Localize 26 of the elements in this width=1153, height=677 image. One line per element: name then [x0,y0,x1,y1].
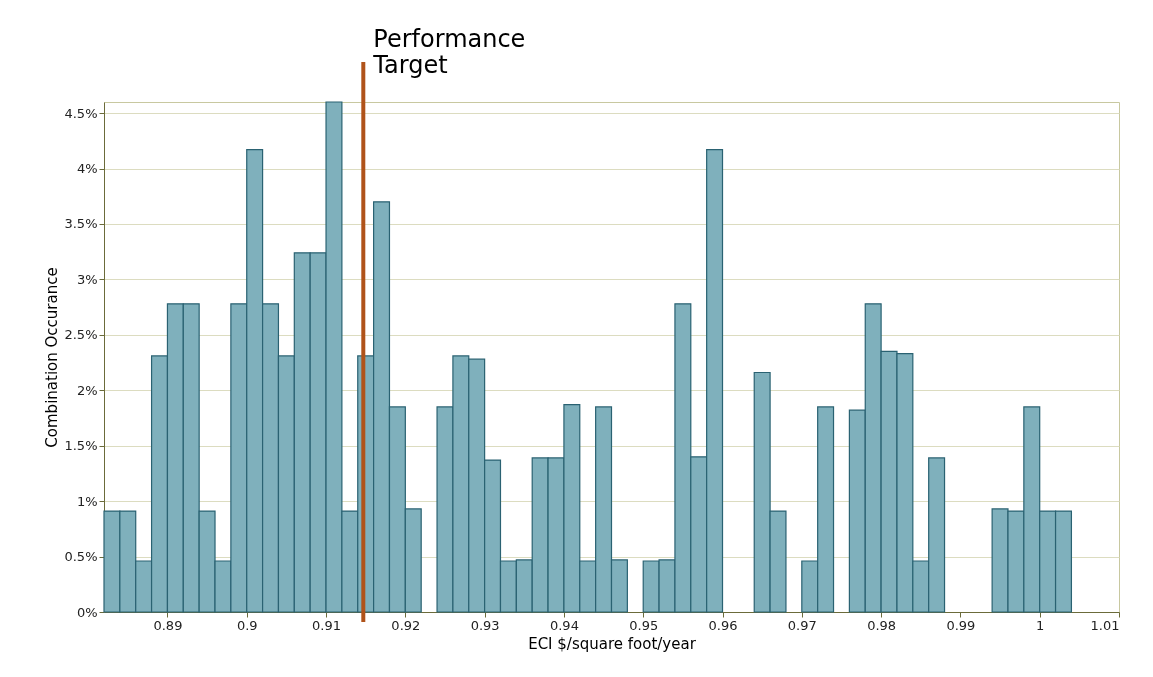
x-tick-label: 0.98 [867,617,897,633]
x-tick-label: 1 [1036,617,1045,633]
y-tick-label: 4% [76,161,98,177]
x-tick-label: 0.99 [946,617,976,633]
x-tick-label: 0.94 [549,617,579,633]
x-tick-label: 0.96 [708,617,738,633]
y-tick-label: 2% [76,382,98,398]
x-tick-label: 0.91 [312,617,342,633]
y-axis-title: Combination Occurance [43,267,62,448]
x-tick-label: 1.01 [1090,617,1120,633]
y-tick-label: 3.5% [64,216,98,232]
y-tick-label: 4.5% [64,105,98,121]
y-tick-label: 1% [76,493,98,509]
y-tick-label: 3% [76,271,98,287]
x-axis-title: ECI $/square foot/year [528,634,697,653]
y-tick-label: 0% [76,604,98,620]
x-tick-label: 0.97 [787,617,817,633]
x-tick-label: 0.92 [391,617,421,633]
x-tick-label: 0.9 [236,617,258,633]
x-tick-label: 0.89 [153,617,183,633]
y-tick-label: 1.5% [64,438,98,454]
y-tick-label: 2.5% [64,327,98,343]
x-tick-label: 0.95 [629,617,659,633]
y-tick-label: 0.5% [64,549,98,565]
ref-line-label: Performance Target [372,25,526,79]
x-tick-label: 0.93 [470,617,500,633]
